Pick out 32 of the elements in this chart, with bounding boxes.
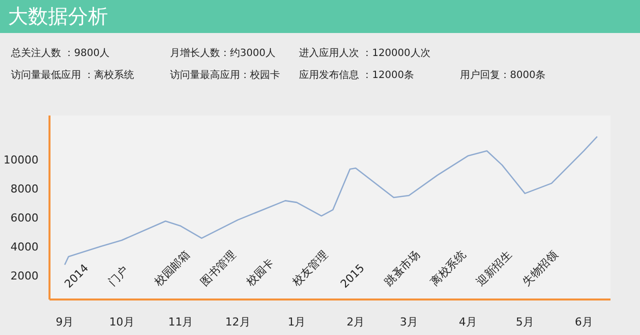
annotation: 图书管理	[198, 248, 238, 288]
text: 进入应用人次 ：120000人次	[299, 47, 430, 61]
x-tick-label: 1月	[288, 316, 306, 328]
annotation: 门户	[106, 264, 131, 288]
x-tick-label: 3月	[400, 316, 418, 328]
x-tick-label: 10月	[109, 316, 134, 328]
text: 应用发布信息 ：12000条	[299, 69, 414, 83]
y-tick-label: 8000	[10, 182, 39, 196]
annotation: 校友管理	[289, 248, 330, 290]
annotation: 失物招领	[520, 248, 560, 288]
x-tick-label: 12月	[225, 316, 250, 328]
text: 访问量最低应用 ：离校系统	[11, 69, 134, 83]
y-tick-label: 2000	[10, 269, 39, 282]
y-tick-label: 4000	[10, 240, 39, 254]
x-tick-label: 4月	[458, 316, 477, 328]
annotation: 校园卡	[243, 256, 276, 290]
annotation: 离校系统	[428, 248, 468, 288]
x-tick-label: 11月	[168, 316, 194, 328]
x-tick-label: 9月	[56, 316, 74, 328]
chart-title: 大数据分析	[8, 3, 108, 30]
x-tick-label: 5月	[516, 316, 534, 328]
text: 月增长人数：约3000人	[170, 47, 276, 61]
annotation: 迎新招生	[474, 248, 514, 288]
annotation: 校园邮箱	[151, 248, 192, 290]
text: 用户回复：8000条	[460, 69, 546, 83]
x-tick-label: 2月	[346, 316, 365, 328]
annotation: 跳蚤市场	[382, 248, 422, 288]
y-tick-label: 10000	[4, 153, 39, 166]
text: 总关注人数 ：9800人	[11, 47, 110, 61]
x-tick-label: 6月	[574, 316, 593, 328]
y-tick-label: 6000	[10, 211, 39, 224]
text: 访问量最高应用：校园卡	[170, 69, 280, 83]
